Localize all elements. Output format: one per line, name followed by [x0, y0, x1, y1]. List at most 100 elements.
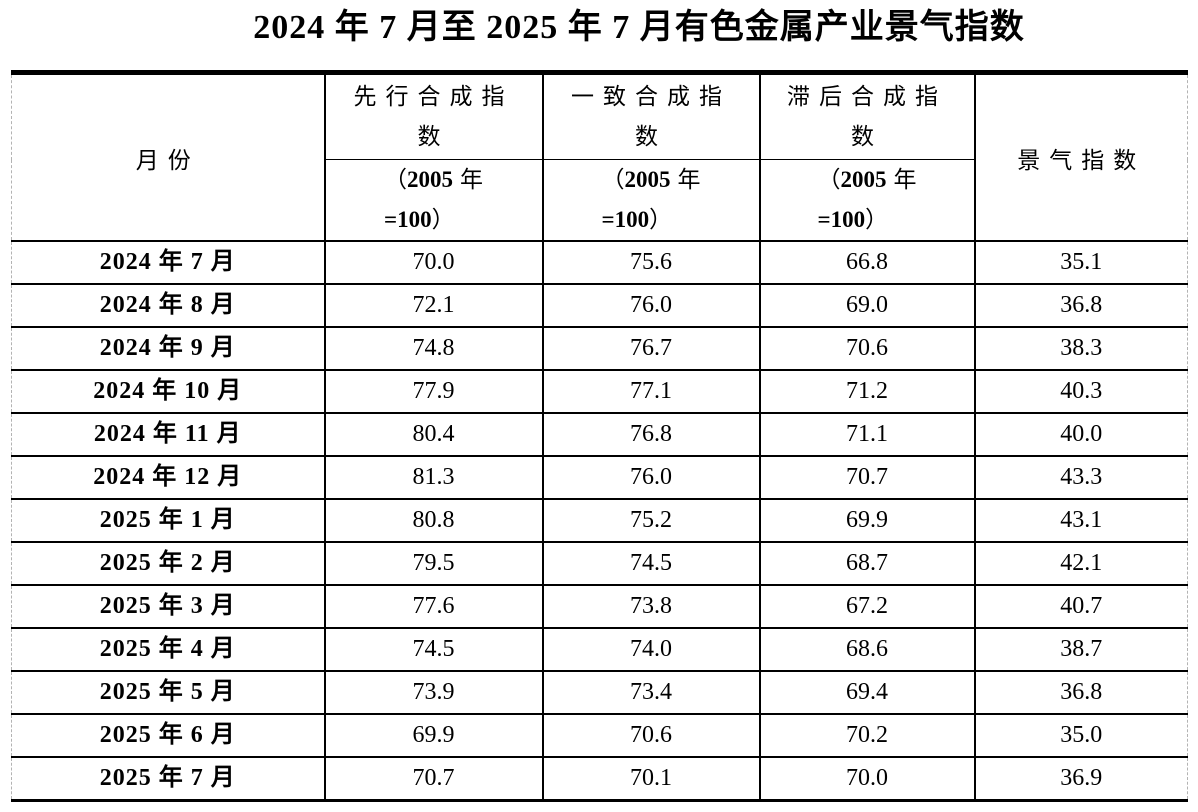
cell-coincident-index: 76.0: [541, 283, 761, 328]
cell-coincident-index: 77.1: [541, 369, 761, 414]
cell-lagging-index: 69.4: [758, 670, 976, 715]
cell-leading-index: 74.5: [323, 627, 544, 672]
cell-prosperity-index: 36.8: [973, 670, 1188, 715]
cell-lagging-index: 68.7: [758, 541, 976, 586]
note-line-2: =100）: [384, 200, 483, 239]
cell-leading-index: 80.8: [323, 498, 544, 543]
table-header: 月份 先行合成指 数 一致合成指 数 滞后合成指 数 景气指数: [11, 71, 1188, 242]
cell-prosperity-index: 40.0: [973, 412, 1188, 457]
note-close-paren: ）: [431, 207, 455, 232]
cell-prosperity-index: 36.8: [973, 283, 1188, 328]
note-close-paren: ）: [865, 207, 889, 232]
cell-coincident-index: 75.2: [541, 498, 761, 543]
note-line-1: （2005 年: [818, 160, 917, 200]
row-month-label: 2024 年 9 月: [11, 326, 326, 371]
header-label-line: 一致合成指: [571, 84, 731, 109]
row-month-label: 2025 年 6 月: [11, 713, 326, 758]
row-month-label: 2024 年 8 月: [11, 283, 326, 328]
cell-coincident-index: 75.6: [541, 240, 761, 285]
column-header-leading-index: 先行合成指 数: [323, 71, 544, 160]
cell-leading-index: 74.8: [323, 326, 544, 371]
cell-coincident-index: 74.0: [541, 627, 761, 672]
row-month-label: 2024 年 12 月: [11, 455, 326, 500]
table-row: 2025 年 3 月 77.6 73.8 67.2 40.7: [11, 584, 1188, 629]
table-row: 2024 年 7 月 70.0 75.6 66.8 35.1: [11, 240, 1188, 285]
note-equals-100: =100: [817, 207, 866, 232]
row-month-label: 2025 年 3 月: [11, 584, 326, 629]
header-row-labels: 月份 先行合成指 数 一致合成指 数 滞后合成指 数 景气指数: [11, 71, 1188, 242]
cell-leading-index: 72.1: [323, 283, 544, 328]
table-row: 2025 年 2 月 79.5 74.5 68.7 42.1: [11, 541, 1188, 586]
cell-prosperity-index: 40.7: [973, 584, 1188, 629]
row-month-label: 2025 年 1 月: [11, 498, 326, 543]
cell-lagging-index: 70.6: [758, 326, 976, 371]
cell-lagging-index: 70.2: [758, 713, 976, 758]
note-equals-100: =100: [384, 207, 432, 232]
cell-lagging-index: 71.1: [758, 412, 976, 457]
row-month-label: 2025 年 2 月: [11, 541, 326, 586]
cell-lagging-index: 71.2: [758, 369, 976, 414]
cell-coincident-index: 70.1: [541, 756, 761, 802]
row-month-label: 2024 年 11 月: [11, 412, 326, 457]
table-row: 2025 年 6 月 69.9 70.6 70.2 35.0: [11, 713, 1188, 758]
cell-lagging-index: 67.2: [758, 584, 976, 629]
note-line-2: =100）: [817, 200, 917, 239]
row-month-label: 2024 年 7 月: [11, 240, 326, 285]
header-label-line: 数: [851, 124, 883, 149]
header-label-line: 数: [417, 124, 450, 149]
table-row: 2024 年 10 月 77.9 77.1 71.2 40.3: [11, 369, 1188, 414]
note-line-1: （2005 年: [384, 160, 483, 200]
table-row: 2025 年 4 月 74.5 74.0 68.6 38.7: [11, 627, 1188, 672]
cell-coincident-index: 70.6: [541, 713, 761, 758]
cell-coincident-index: 73.4: [541, 670, 761, 715]
cell-prosperity-index: 35.0: [973, 713, 1188, 758]
column-header-lagging-index: 滞后合成指 数: [758, 71, 976, 160]
cell-prosperity-index: 36.9: [973, 756, 1188, 802]
header-label-line: 滞后合成指: [787, 84, 947, 109]
cell-lagging-index: 70.7: [758, 455, 976, 500]
cell-leading-index: 80.4: [323, 412, 544, 457]
base-year-note-lagging: （2005 年 =100）: [758, 159, 975, 242]
table-row: 2025 年 1 月 80.8 75.2 69.9 43.1: [11, 498, 1188, 543]
cell-lagging-index: 69.0: [758, 283, 976, 328]
note-line-1: （2005 年: [602, 160, 701, 200]
note-open-paren: （: [601, 167, 625, 192]
table-row: 2024 年 12 月 81.3 76.0 70.7 43.3: [11, 455, 1188, 500]
base-year-note: （2005 年 =100）: [384, 160, 483, 239]
cell-prosperity-index: 43.3: [973, 455, 1188, 500]
cell-prosperity-index: 42.1: [973, 541, 1188, 586]
base-year-note: （2005 年 =100）: [602, 160, 701, 239]
note-year-char: 年: [893, 167, 917, 192]
table-row: 2024 年 9 月 74.8 76.7 70.6 38.3: [11, 326, 1188, 371]
cell-prosperity-index: 43.1: [973, 498, 1188, 543]
base-year-note: （2005 年 =100）: [817, 160, 917, 239]
cell-lagging-index: 70.0: [758, 756, 976, 802]
header-row-base-note: （2005 年 =100） （2005 年 =100） （2005 年 =100）: [12, 159, 1188, 242]
row-month-label: 2024 年 10 月: [11, 369, 326, 414]
cell-leading-index: 79.5: [323, 541, 544, 586]
table-row: 2025 年 7 月 70.7 70.1 70.0 36.9: [11, 756, 1188, 802]
prosperity-index-table: 月份 先行合成指 数 一致合成指 数 滞后合成指 数 景气指数: [11, 70, 1188, 802]
note-open-paren: （: [384, 167, 407, 192]
cell-leading-index: 73.9: [323, 670, 544, 715]
note-open-paren: （: [817, 167, 841, 192]
cell-leading-index: 77.6: [323, 584, 544, 629]
base-year-note-leading: （2005 年 =100）: [324, 159, 544, 242]
cell-prosperity-index: 35.1: [973, 240, 1188, 285]
note-base-year: 2005: [624, 167, 671, 192]
cell-leading-index: 70.0: [323, 240, 544, 285]
note-year-char: 年: [677, 167, 701, 192]
row-month-label: 2025 年 5 月: [11, 670, 326, 715]
cell-leading-index: 81.3: [323, 455, 544, 500]
note-base-year: 2005: [840, 167, 887, 192]
column-header-month: 月份: [11, 71, 326, 242]
cell-lagging-index: 68.6: [758, 627, 976, 672]
table-body: 2024 年 7 月 70.0 75.6 66.8 35.1 2024 年 8 月 72.1…: [11, 240, 1188, 802]
note-line-2: =100）: [602, 200, 701, 239]
cell-leading-index: 69.9: [323, 713, 544, 758]
cell-lagging-index: 66.8: [758, 240, 976, 285]
cell-lagging-index: 69.9: [758, 498, 976, 543]
page-title: 2024 年 7 月至 2025 年 7 月有色金属产业景气指数: [253, 9, 1025, 46]
cell-coincident-index: 74.5: [541, 541, 761, 586]
